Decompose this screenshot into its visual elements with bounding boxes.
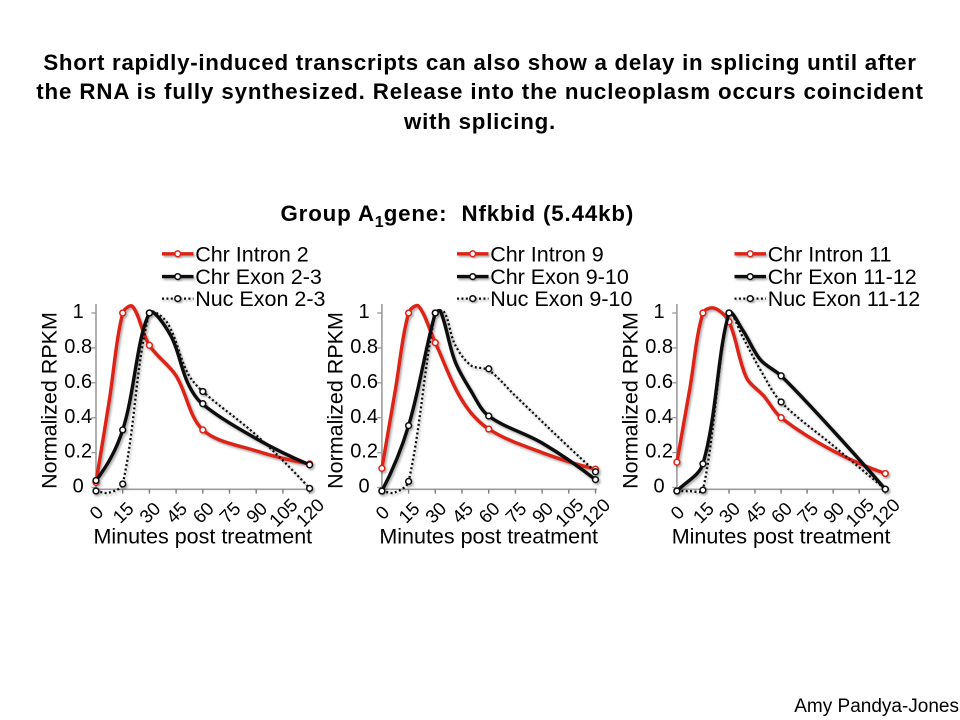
- svg-text:30: 30: [421, 498, 450, 527]
- svg-text:Normalized RPKM: Normalized RPKM: [38, 312, 62, 489]
- svg-text:45: 45: [162, 498, 191, 527]
- svg-text:Chr Intron 2: Chr Intron 2: [195, 242, 309, 266]
- svg-text:0.6: 0.6: [350, 371, 378, 393]
- svg-text:1: 1: [359, 301, 370, 323]
- svg-text:Chr Exon 2-3: Chr Exon 2-3: [195, 265, 322, 289]
- svg-text:Chr Exon 11-12: Chr Exon 11-12: [768, 265, 917, 289]
- svg-text:0.4: 0.4: [645, 406, 673, 428]
- svg-text:0: 0: [371, 501, 393, 523]
- svg-text:15: 15: [108, 498, 137, 527]
- svg-text:60: 60: [188, 498, 217, 527]
- svg-text:Nuc Exon 2-3: Nuc Exon 2-3: [195, 287, 325, 311]
- svg-text:Chr Intron 11: Chr Intron 11: [768, 242, 892, 266]
- svg-text:0.2: 0.2: [350, 441, 378, 463]
- svg-text:90: 90: [242, 498, 271, 527]
- svg-text:0.4: 0.4: [64, 406, 92, 428]
- svg-text:30: 30: [135, 498, 164, 527]
- svg-text:0.8: 0.8: [645, 336, 673, 358]
- svg-text:Nuc Exon 9-10: Nuc Exon 9-10: [490, 287, 632, 311]
- svg-text:Chr Intron 9: Chr Intron 9: [490, 242, 604, 266]
- svg-text:0: 0: [73, 476, 84, 498]
- svg-text:75: 75: [501, 498, 530, 527]
- svg-text:0: 0: [359, 476, 370, 498]
- svg-text:0: 0: [666, 501, 688, 523]
- svg-text:75: 75: [215, 498, 244, 527]
- svg-text:Minutes post treatment: Minutes post treatment: [672, 525, 891, 549]
- svg-text:0: 0: [85, 501, 107, 523]
- svg-text:Nuc Exon 11-12: Nuc Exon 11-12: [768, 287, 921, 311]
- svg-text:0.2: 0.2: [64, 441, 92, 463]
- svg-text:0: 0: [654, 476, 665, 498]
- svg-text:15: 15: [394, 498, 423, 527]
- svg-text:Chr Exon 9-10: Chr Exon 9-10: [490, 265, 629, 289]
- svg-text:0.8: 0.8: [350, 336, 378, 358]
- svg-text:60: 60: [474, 498, 503, 527]
- svg-text:Normalized RPKM: Normalized RPKM: [618, 312, 642, 489]
- svg-text:Normalized RPKM: Normalized RPKM: [323, 312, 347, 489]
- svg-text:1: 1: [654, 301, 665, 323]
- svg-text:1: 1: [73, 301, 84, 323]
- svg-text:0.2: 0.2: [645, 441, 673, 463]
- svg-text:Minutes post treatment: Minutes post treatment: [379, 525, 598, 549]
- svg-text:0.6: 0.6: [645, 371, 673, 393]
- svg-text:0.8: 0.8: [64, 336, 92, 358]
- svg-text:0.6: 0.6: [64, 371, 92, 393]
- svg-text:45: 45: [448, 498, 477, 527]
- svg-text:Minutes post treatment: Minutes post treatment: [93, 525, 312, 549]
- svg-text:0.4: 0.4: [350, 406, 378, 428]
- svg-text:90: 90: [528, 498, 557, 527]
